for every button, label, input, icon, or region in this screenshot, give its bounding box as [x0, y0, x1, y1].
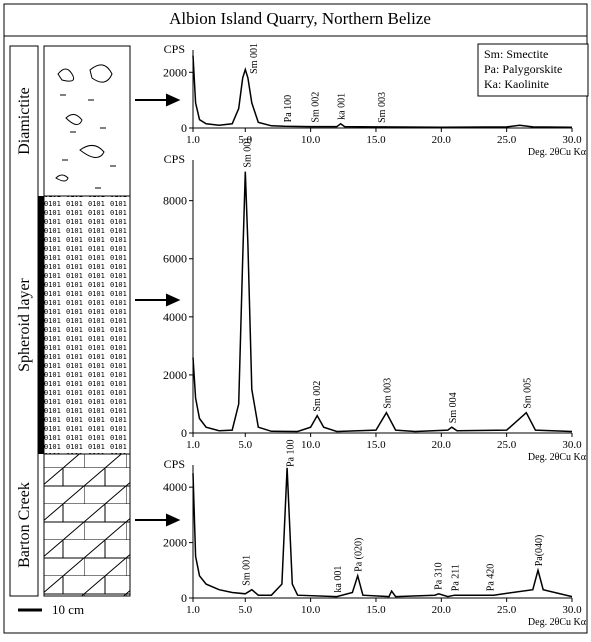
peak-label: Pa (020) — [354, 538, 365, 572]
x-tick-label: 1.0 — [186, 604, 200, 616]
peak-label: Sm 001 — [241, 555, 252, 586]
legend-note: Sm: Smectite — [484, 47, 548, 61]
peak-label: Sm 002 — [311, 92, 322, 123]
x-axis-label: Deg. 2θCu Kα — [528, 452, 587, 463]
peak-label: ka 001 — [337, 93, 348, 120]
xrd-pattern — [192, 467, 573, 598]
y-axis-label: CPS — [164, 457, 185, 471]
x-tick-label: 25.0 — [497, 134, 517, 146]
barton-box — [43, 453, 131, 597]
clasts — [55, 64, 116, 189]
x-tick-label: 10.0 — [301, 134, 321, 146]
legend-note: Ka: Kaolinite — [484, 77, 549, 91]
xrd-pattern — [192, 55, 573, 128]
frame — [3, 3, 588, 634]
y-tick-label: 0 — [181, 426, 187, 440]
peak-label: Sm 003 — [377, 92, 388, 123]
peak-label: Sm 005 — [522, 378, 533, 409]
peak-label: Sm 003 — [382, 378, 393, 409]
x-tick-label: 15.0 — [366, 604, 386, 616]
peak-label: Sm 002 — [312, 381, 323, 412]
x-axis-label: Deg. 2θCu Kα — [528, 617, 587, 628]
y-tick-label: 4000 — [163, 310, 187, 324]
x-tick-label: 5.0 — [238, 604, 252, 616]
x-tick-label: 5.0 — [238, 134, 252, 146]
x-tick-label: 1.0 — [186, 134, 200, 146]
legend-note: Pa: Palygorskite — [484, 62, 562, 76]
peak-label: Sm 001 — [243, 137, 254, 168]
y-axis-label: CPS — [164, 152, 185, 166]
x-tick-label: 25.0 — [497, 439, 517, 451]
peak-label: Pa 100 — [286, 440, 297, 468]
x-tick-label: 10.0 — [301, 439, 321, 451]
unit-label: Diamictite — [16, 87, 33, 155]
peak-label: Pa 310 — [433, 562, 444, 590]
y-axis-label: CPS — [164, 42, 185, 56]
x-tick-label: 25.0 — [497, 604, 517, 616]
peak-label: Pa(040) — [534, 535, 545, 567]
y-tick-label: 8000 — [163, 194, 187, 208]
x-tick-label: 20.0 — [432, 134, 452, 146]
unit-label: Barton Creek — [16, 482, 33, 568]
title: Albion Island Quarry, Northern Belize — [169, 9, 431, 28]
x-tick-label: 1.0 — [186, 439, 200, 451]
spheroid-box — [43, 195, 131, 455]
x-tick-label: 30.0 — [562, 604, 582, 616]
y-tick-label: 4000 — [163, 480, 187, 494]
diamictite-box — [43, 45, 131, 197]
column-bar — [38, 196, 44, 454]
x-tick-label: 30.0 — [562, 134, 582, 146]
x-tick-label: 30.0 — [562, 439, 582, 451]
y-tick-label: 6000 — [163, 252, 187, 266]
y-tick-label: 0 — [181, 591, 187, 605]
y-tick-label: 2000 — [163, 65, 187, 79]
y-tick-label: 2000 — [163, 368, 187, 382]
x-axis-label: Deg. 2θCu Kα — [528, 147, 587, 158]
x-tick-label: 15.0 — [366, 134, 386, 146]
peak-label: ka 001 — [333, 566, 344, 593]
legend-box — [477, 43, 589, 97]
x-tick-label: 10.0 — [301, 604, 321, 616]
arrows — [135, 93, 181, 527]
x-tick-label: 20.0 — [432, 604, 452, 616]
x-tick-label: 5.0 — [238, 439, 252, 451]
peak-label: Sm 001 — [249, 43, 260, 74]
peak-label: Pa 211 — [450, 564, 461, 591]
x-tick-label: 20.0 — [432, 439, 452, 451]
scale-label: 10 cm — [52, 602, 84, 617]
unit-label: Spheroid layer — [16, 277, 33, 371]
xrd-pattern — [192, 171, 573, 433]
peak-label: Pa 100 — [283, 95, 294, 123]
x-tick-label: 15.0 — [366, 439, 386, 451]
peak-label: Pa 420 — [486, 564, 497, 592]
y-tick-label: 0 — [181, 121, 187, 135]
y-tick-label: 2000 — [163, 536, 187, 550]
peak-label: Sm 004 — [448, 392, 459, 423]
